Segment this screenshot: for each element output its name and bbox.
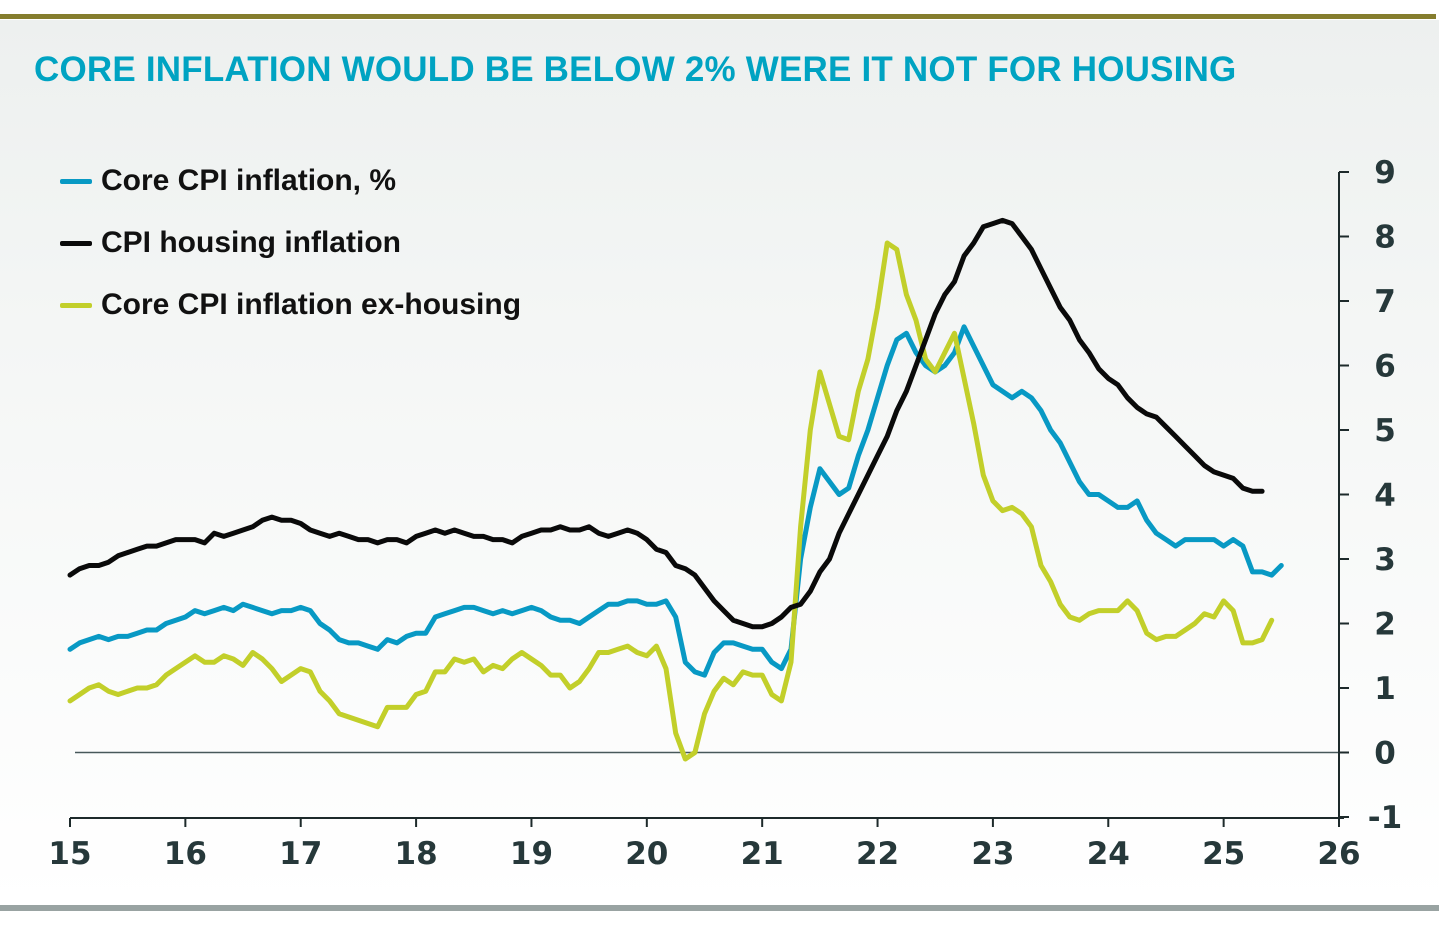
y-tick-label: 7	[1374, 284, 1396, 320]
y-tick-label: 4	[1374, 478, 1396, 514]
y-tick-label: -1	[1368, 800, 1402, 836]
legend-item-ex-housing: Core CPI inflation ex-housing	[60, 274, 521, 336]
x-tick-label: 17	[279, 836, 322, 872]
legend-item-core-cpi: Core CPI inflation, %	[60, 150, 521, 212]
y-tick-label: 8	[1374, 220, 1396, 256]
legend-label: Core CPI inflation ex-housing	[101, 288, 522, 321]
y-tick-label: 3	[1374, 542, 1396, 578]
x-tick-label: 26	[1317, 836, 1360, 872]
chart-title: CORE INFLATION WOULD BE BELOW 2% WERE IT…	[34, 50, 1237, 89]
legend-swatch-ex-housing	[60, 302, 92, 308]
series-housing	[67, 217, 1265, 630]
legend: Core CPI inflation, % CPI housing inflat…	[60, 150, 521, 336]
legend-label: Core CPI inflation, %	[101, 164, 397, 197]
y-tick-label: 1	[1374, 671, 1396, 707]
bottom-rule	[0, 905, 1439, 911]
x-tick-label: 18	[395, 836, 438, 872]
legend-label: CPI housing inflation	[101, 226, 401, 259]
y-tick-label: 5	[1374, 413, 1396, 449]
top-rule	[0, 14, 1436, 19]
x-tick-label: 16	[164, 836, 207, 872]
series-lines	[67, 217, 1284, 762]
y-tick-label: 2	[1374, 607, 1396, 643]
y-tick-label: 9	[1374, 155, 1396, 191]
legend-item-housing: CPI housing inflation	[60, 212, 521, 274]
y-tick-label: 0	[1374, 736, 1396, 772]
x-tick-label: 23	[971, 836, 1014, 872]
series-core-cpi	[67, 324, 1284, 678]
series-core-ex-housing	[67, 240, 1275, 762]
x-tick-label: 19	[510, 836, 553, 872]
x-tick-label: 21	[741, 836, 784, 872]
x-tick-label: 20	[625, 836, 668, 872]
legend-swatch-core-cpi	[60, 178, 92, 184]
y-tick-label: 6	[1374, 349, 1396, 385]
x-tick-label: 25	[1202, 836, 1245, 872]
x-tick-label: 15	[48, 836, 91, 872]
x-tick-label: 22	[856, 836, 899, 872]
x-tick-label: 24	[1087, 836, 1130, 872]
legend-swatch-housing	[60, 240, 92, 246]
